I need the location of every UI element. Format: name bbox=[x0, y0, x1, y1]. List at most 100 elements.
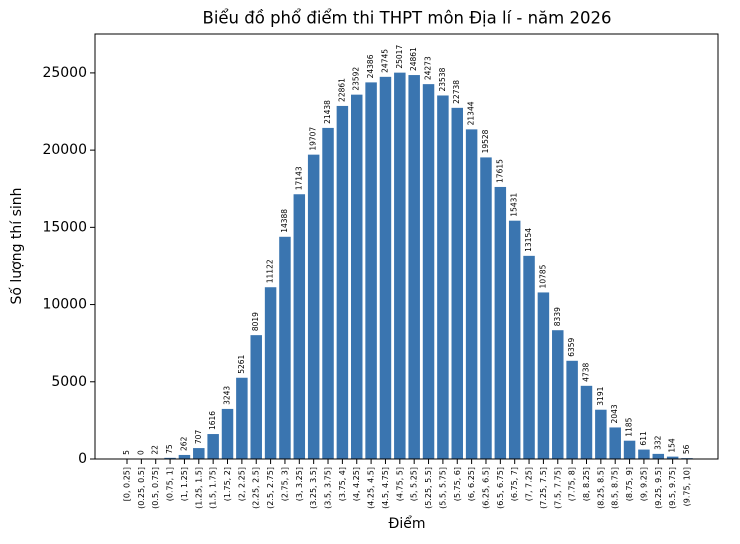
bar bbox=[164, 457, 176, 459]
bar bbox=[207, 434, 219, 459]
value-label: 24386 bbox=[366, 54, 375, 78]
y-tick-label: 10000 bbox=[42, 297, 87, 313]
bar bbox=[523, 255, 535, 459]
x-tick-label: (9.5, 9.75] bbox=[668, 467, 677, 509]
value-label: 5 bbox=[122, 450, 131, 455]
bar bbox=[379, 76, 392, 459]
y-tick-label: 5000 bbox=[51, 374, 87, 390]
bar bbox=[336, 105, 349, 460]
bar bbox=[638, 449, 650, 459]
y-tick-label: 0 bbox=[78, 451, 87, 467]
bar bbox=[566, 360, 578, 459]
value-label: 262 bbox=[179, 436, 188, 451]
bar bbox=[236, 377, 248, 459]
value-label: 17615 bbox=[495, 159, 504, 183]
x-tick-label: (2, 2.25] bbox=[237, 467, 246, 501]
x-tick-label: (2.75, 3] bbox=[280, 467, 289, 501]
bar bbox=[666, 456, 679, 459]
value-label: 22 bbox=[151, 445, 160, 455]
x-tick-label: (2.5, 2.75] bbox=[266, 467, 275, 509]
value-label: 22861 bbox=[337, 78, 346, 102]
x-tick-label: (7.25, 7.5] bbox=[539, 467, 548, 509]
x-tick-label: (6.25, 6.5] bbox=[481, 467, 490, 509]
value-label: 707 bbox=[194, 430, 203, 445]
bar bbox=[250, 335, 262, 459]
bar bbox=[422, 84, 435, 459]
bar bbox=[580, 385, 593, 459]
bar bbox=[451, 107, 463, 460]
x-tick-label: (7, 7.25] bbox=[525, 467, 534, 501]
bar bbox=[494, 186, 507, 459]
value-label: 4738 bbox=[581, 363, 590, 382]
value-label: 23592 bbox=[352, 67, 361, 91]
bar bbox=[652, 453, 665, 459]
bar bbox=[365, 82, 377, 460]
bar bbox=[193, 448, 205, 459]
x-tick-label: (7.75, 8] bbox=[568, 467, 577, 501]
x-axis-label: Điểm bbox=[389, 515, 426, 532]
x-tick-label: (3, 3.25] bbox=[295, 467, 304, 501]
bar bbox=[595, 409, 607, 459]
value-label: 10785 bbox=[538, 264, 547, 288]
x-tick-label: (3.75, 4] bbox=[338, 467, 347, 501]
x-tick-label: (8.25, 8.5] bbox=[596, 467, 605, 509]
value-label: 14388 bbox=[280, 209, 289, 233]
x-tick-label: (4.25, 4.5] bbox=[367, 467, 376, 509]
value-label: 15431 bbox=[510, 193, 519, 217]
value-label: 23538 bbox=[438, 67, 447, 91]
y-tick-label: 25000 bbox=[42, 65, 87, 81]
value-label: 24273 bbox=[424, 56, 433, 80]
value-label: 1616 bbox=[208, 411, 217, 430]
value-label: 24861 bbox=[409, 47, 418, 71]
bar bbox=[609, 427, 621, 459]
value-label: 5261 bbox=[237, 354, 246, 373]
x-tick-label: (7.5, 7.75] bbox=[553, 467, 562, 509]
value-label: 6359 bbox=[567, 337, 576, 356]
x-tick-label: (0.75, 1] bbox=[166, 467, 175, 501]
x-tick-label: (1.5, 1.75] bbox=[209, 467, 218, 509]
value-label: 3191 bbox=[596, 386, 605, 405]
value-label: 11122 bbox=[266, 259, 275, 283]
x-tick-label: (0.5, 0.75] bbox=[151, 467, 160, 509]
value-label: 154 bbox=[668, 438, 677, 453]
x-tick-label: (9, 9.25] bbox=[639, 467, 648, 501]
bar bbox=[394, 72, 406, 460]
value-label: 3243 bbox=[223, 386, 232, 405]
value-label: 24745 bbox=[380, 49, 389, 73]
x-tick-label: (5.25, 5.5] bbox=[424, 467, 433, 509]
x-tick-label: (3.25, 3.5] bbox=[309, 467, 318, 509]
value-label: 17143 bbox=[294, 166, 303, 190]
bar bbox=[465, 129, 478, 459]
x-tick-label: (6.5, 6.75] bbox=[496, 467, 505, 509]
value-label: 13154 bbox=[524, 228, 533, 252]
value-label: 1185 bbox=[625, 417, 634, 436]
x-tick-label: (0.25, 0.5] bbox=[137, 467, 146, 509]
bar bbox=[264, 287, 277, 459]
bar bbox=[322, 127, 334, 459]
value-label: 611 bbox=[639, 431, 648, 446]
x-tick-label: (1.25, 1.5] bbox=[194, 467, 203, 509]
chart-title: Biểu đồ phổ điểm thi THPT môn Địa lí - n… bbox=[203, 9, 612, 28]
bar bbox=[279, 236, 291, 459]
value-label: 2043 bbox=[610, 404, 619, 423]
x-tick-label: (8.75, 9] bbox=[625, 467, 634, 501]
x-tick-label: (5.75, 6] bbox=[453, 467, 462, 501]
bar bbox=[552, 330, 564, 459]
value-label: 19707 bbox=[309, 127, 318, 151]
value-label: 25017 bbox=[395, 45, 404, 69]
x-tick-label: (8.5, 8.75] bbox=[611, 467, 620, 509]
value-label: 332 bbox=[653, 435, 662, 450]
bar bbox=[293, 194, 306, 459]
value-label: 0 bbox=[136, 450, 145, 455]
x-tick-label: (4.75, 5] bbox=[395, 467, 404, 501]
x-tick-label: (5.5, 5.75] bbox=[438, 467, 447, 509]
value-label: 22738 bbox=[452, 80, 461, 104]
x-tick-label: (5, 5.25] bbox=[410, 467, 419, 501]
value-label: 56 bbox=[682, 444, 691, 454]
x-tick-label: (3.5, 3.75] bbox=[324, 467, 333, 509]
x-tick-label: (6.75, 7] bbox=[510, 467, 519, 501]
bar bbox=[623, 440, 636, 459]
x-tick-label: (8, 8.25] bbox=[582, 467, 591, 501]
bar bbox=[307, 154, 320, 459]
